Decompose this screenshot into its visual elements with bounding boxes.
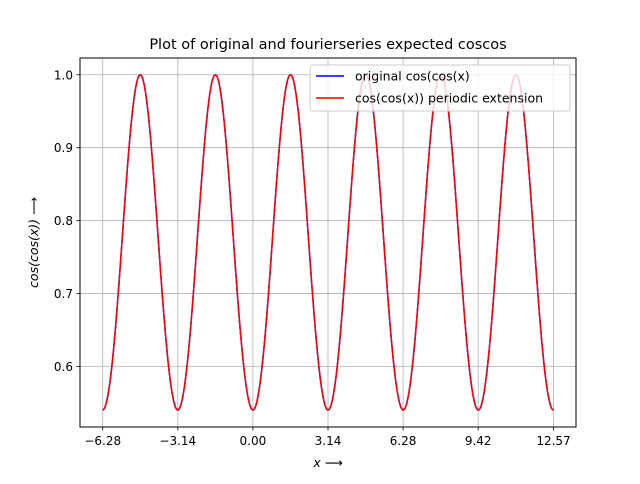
y-axis-label: cos(cos(x)) ⟶: [26, 197, 41, 288]
x-tick-label: −3.14: [159, 434, 196, 448]
legend-label-periodic-extension: cos(cos(x)) periodic extension: [355, 91, 543, 106]
ticks-layer: −6.28 −3.14 0.00 3.14 6.28 9.42 12.57 0.6 0.7 0.8…: [54, 68, 571, 448]
y-tick-label: 0.7: [54, 287, 73, 301]
legend-box: [309, 64, 571, 112]
legend: original cos(cos(x) cos(cos(x)) periodic…: [309, 64, 571, 112]
series-layer: [102, 74, 554, 411]
y-tick-label: 0.8: [54, 214, 73, 228]
series-line-periodic-extension: [102, 74, 554, 411]
legend-label-original: original cos(cos(x): [355, 69, 470, 84]
x-tick-label: 12.57: [536, 434, 570, 448]
x-axis-label: x ⟶: [312, 455, 342, 470]
y-tick-label: 1.0: [54, 68, 73, 82]
x-tick-label: 3.14: [315, 434, 342, 448]
x-tick-label: 9.42: [465, 434, 492, 448]
x-tick-label: 6.28: [390, 434, 417, 448]
chart-title: Plot of original and fourierseries expec…: [149, 37, 506, 53]
x-tick-label: 0.00: [240, 434, 267, 448]
grid-layer: [80, 58, 576, 427]
y-tick-label: 0.6: [54, 360, 73, 374]
x-tick-label: −6.28: [84, 434, 121, 448]
y-tick-label: 0.9: [54, 141, 73, 155]
